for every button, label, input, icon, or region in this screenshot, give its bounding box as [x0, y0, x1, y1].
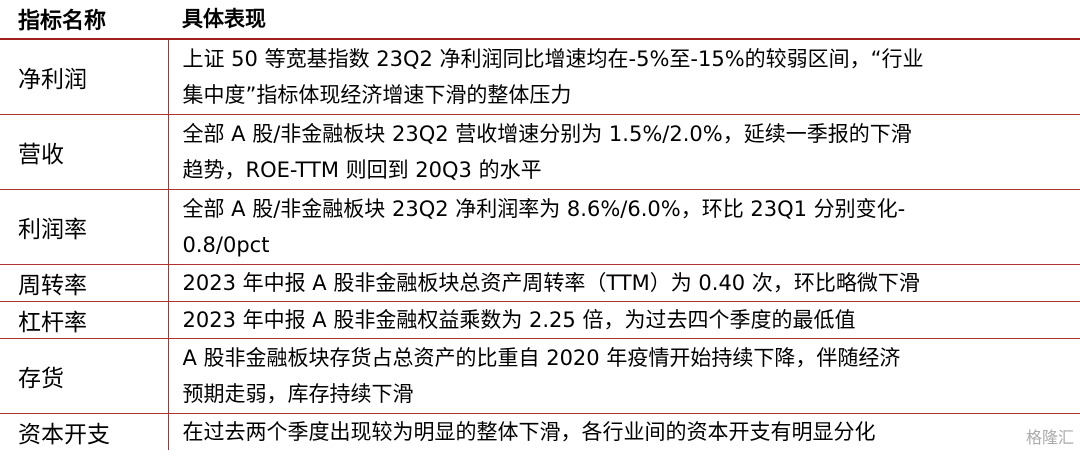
description-cell: 全部 A 股/非金融板块 23Q2 净利润率为 8.6%/6.0%，环比 23Q…: [168, 189, 1080, 265]
row: 营收 全部 A 股/非金融板块 23Q2 营收增速分别为 1.5%/2.0%，延续…: [0, 114, 1080, 190]
header-row: 指标名称 具体表现: [0, 0, 1080, 40]
description-cell: A 股非金融板块存货占总资产的比重自 2020 年疫情开始持续下降，伴随经济 预期…: [168, 338, 1080, 414]
text-line: 在过去两个季度出现较为明显的整体下滑，各行业间的资本开支有明显分化: [182, 420, 876, 444]
row: 存货 A 股非金融板块存货占总资产的比重自 2020 年疫情开始持续下降，伴随经济…: [0, 338, 1080, 414]
indicator-cell: 净利润: [0, 39, 169, 115]
description-cell: 上证 50 等宽基指数 23Q2 净利润同比增速均在-5%至-15%的较弱区间，…: [168, 39, 1080, 115]
text-line: 全部 A 股/非金融板块 23Q2 净利润率为 8.6%/6.0%，环比 23Q…: [182, 197, 906, 221]
text-line: 上证 50 等宽基指数 23Q2 净利润同比增速均在-5%至-15%的较弱区间，…: [182, 47, 924, 71]
header-cell: 指标名称: [0, 0, 168, 40]
text-line: 0.8/0pct: [182, 233, 270, 257]
text-line: A 股非金融板块存货占总资产的比重自 2020 年疫情开始持续下降，伴随经济: [182, 346, 901, 370]
indicator-cell: 营收: [0, 114, 169, 190]
text-line: 2023 年中报 A 股非金融板块总资产周转率（TTM）为 0.40 次，环比略…: [182, 271, 920, 295]
text-line: 趋势，ROE-TTM 则回到 20Q3 的水平: [182, 158, 542, 182]
description-cell: 2023 年中报 A 股非金融板块总资产周转率（TTM）为 0.40 次，环比略…: [168, 264, 1080, 302]
description-cell: 在过去两个季度出现较为明显的整体下滑，各行业间的资本开支有明显分化: [168, 414, 1080, 451]
indicator-cell: 周转率: [0, 264, 169, 302]
text-line: 集中度”指标体现经济增速下滑的整体压力: [182, 83, 572, 107]
header-cell: 具体表现: [168, 0, 1080, 40]
watermark: 格隆汇: [1025, 428, 1074, 447]
indicator-cell: 资本开支: [0, 413, 169, 450]
indicator-cell: 杠杆率: [0, 301, 169, 339]
description-cell: 全部 A 股/非金融板块 23Q2 营收增速分别为 1.5%/2.0%，延续一季…: [168, 114, 1080, 190]
row: 利润率 全部 A 股/非金融板块 23Q2 净利润率为 8.6%/6.0%，环比 …: [0, 189, 1080, 265]
description-cell: 2023 年中报 A 股非金融权益乘数为 2.25 倍，为过去四个季度的最低值: [168, 301, 1080, 339]
row: 资本开支 在过去两个季度出现较为明显的整体下滑，各行业间的资本开支有明显分化: [0, 413, 1080, 451]
row: 周转率 2023 年中报 A 股非金融板块总资产周转率（TTM）为 0.40 次，…: [0, 264, 1080, 302]
indicator-cell: 存货: [0, 338, 169, 414]
text-line: 全部 A 股/非金融板块 23Q2 营收增速分别为 1.5%/2.0%，延续一季…: [182, 122, 912, 146]
row: 净利润 上证 50 等宽基指数 23Q2 净利润同比增速均在-5%至-15%的较弱…: [0, 39, 1080, 115]
indicator-cell: 利润率: [0, 189, 169, 265]
text-line: 预期走弱，库存持续下滑: [182, 382, 414, 406]
row: 杠杆率 2023 年中报 A 股非金融权益乘数为 2.25 倍，为过去四个季度的最…: [0, 301, 1080, 339]
text-line: 2023 年中报 A 股非金融权益乘数为 2.25 倍，为过去四个季度的最低值: [182, 308, 856, 332]
